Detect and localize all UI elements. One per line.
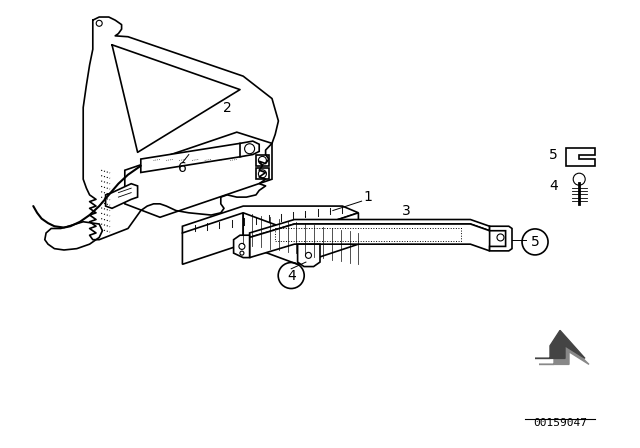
Polygon shape: [243, 213, 358, 264]
Text: 5: 5: [549, 147, 558, 162]
Polygon shape: [240, 141, 259, 157]
Text: 4: 4: [549, 179, 558, 193]
Text: 00159047: 00159047: [533, 418, 587, 428]
Polygon shape: [256, 168, 269, 179]
Polygon shape: [256, 155, 269, 166]
Text: 5: 5: [531, 235, 540, 249]
Polygon shape: [234, 235, 250, 258]
Text: 6: 6: [178, 161, 187, 175]
Polygon shape: [141, 143, 246, 172]
Text: 1: 1: [364, 190, 372, 204]
Polygon shape: [250, 220, 490, 237]
Text: 4: 4: [287, 268, 296, 283]
Polygon shape: [182, 213, 243, 264]
Polygon shape: [535, 331, 585, 358]
Polygon shape: [298, 244, 320, 267]
Polygon shape: [539, 336, 589, 364]
Polygon shape: [250, 224, 490, 258]
Polygon shape: [566, 148, 595, 166]
Text: 3: 3: [402, 203, 411, 218]
Polygon shape: [106, 184, 138, 208]
Text: 2: 2: [223, 100, 232, 115]
Polygon shape: [45, 222, 102, 250]
Polygon shape: [125, 132, 272, 217]
Polygon shape: [182, 206, 358, 233]
Polygon shape: [490, 226, 512, 251]
